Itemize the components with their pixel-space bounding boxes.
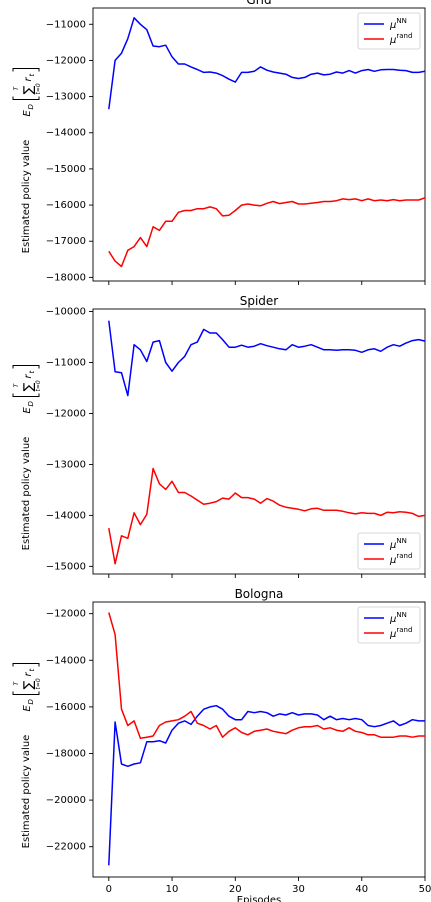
y-tick-label: −12000 bbox=[46, 408, 86, 419]
sum-symbol: ∑ bbox=[22, 86, 37, 95]
series-line-mu-rand bbox=[108, 612, 425, 740]
legend-box bbox=[357, 532, 421, 570]
sum-upper-limit: T bbox=[13, 681, 20, 686]
x-axis-label: Episodes bbox=[237, 895, 281, 902]
right-bracket bbox=[12, 68, 40, 72]
right-bracket bbox=[12, 365, 40, 369]
y-tick-label: −12000 bbox=[46, 55, 86, 66]
sum-lower-limit: t=0 bbox=[35, 678, 42, 689]
y-tick-label: −11000 bbox=[46, 358, 86, 369]
y-tick-label: −20000 bbox=[46, 795, 86, 806]
legend-entry: μrand bbox=[389, 552, 412, 566]
chart-title: Grid bbox=[246, 0, 271, 7]
x-tick-label: 10 bbox=[166, 884, 179, 895]
y-tick-label: −14000 bbox=[46, 128, 86, 139]
plot-frame bbox=[92, 308, 426, 575]
series-line-mu-rand bbox=[108, 197, 426, 268]
y-tick-label: −12000 bbox=[46, 609, 86, 620]
plot-frame bbox=[92, 601, 426, 878]
expectation-symbol: E bbox=[22, 705, 33, 712]
expectation-symbol: E bbox=[22, 407, 33, 414]
left-bracket bbox=[12, 691, 40, 695]
right-bracket bbox=[12, 663, 40, 667]
reward-symbol: r bbox=[23, 374, 34, 379]
expectation-subscript: D bbox=[27, 104, 35, 110]
y-axis-label-text: Estimated policy value bbox=[21, 140, 32, 254]
sum-symbol: ∑ bbox=[22, 681, 37, 690]
y-axis-label: Estimated policy value ED T ∑t=0rt bbox=[12, 365, 42, 551]
y-axis-label-text: Estimated policy value bbox=[21, 437, 32, 551]
left-bracket bbox=[12, 393, 40, 397]
legend-entry: μNN bbox=[389, 537, 407, 551]
sum-lower-limit: t=0 bbox=[35, 380, 42, 391]
y-tick-label: −14000 bbox=[46, 510, 86, 521]
sum-upper-limit: T bbox=[13, 86, 20, 91]
y-axis-label-text: Estimated policy value bbox=[21, 735, 32, 849]
x-tick-label: 50 bbox=[419, 884, 431, 895]
x-tick-label: 20 bbox=[229, 884, 242, 895]
y-tick-label: −10000 bbox=[46, 307, 86, 318]
plot-frame bbox=[92, 7, 426, 282]
reward-symbol: r bbox=[23, 77, 34, 82]
bologna-chart-panel: Bologna −22000 −20000 −18000 −16000 −14000 −12… bbox=[12, 587, 431, 902]
left-bracket bbox=[12, 96, 40, 100]
y-tick-label: −15000 bbox=[46, 561, 86, 572]
expectation-symbol: E bbox=[22, 110, 33, 117]
reward-subscript: t bbox=[28, 371, 36, 374]
y-tick-label: −16000 bbox=[46, 702, 86, 713]
y-tick-label: −15000 bbox=[46, 164, 86, 175]
legend-entry: μNN bbox=[389, 611, 407, 625]
legend-entry: μrand bbox=[389, 32, 412, 46]
legend-entry: μNN bbox=[389, 17, 407, 31]
y-axis-label: Estimated policy value ED T ∑t=0rt bbox=[12, 663, 42, 849]
x-tick-label: 40 bbox=[355, 884, 368, 895]
sum-symbol: ∑ bbox=[22, 383, 37, 392]
x-tick-label: 30 bbox=[292, 884, 305, 895]
y-tick-label: −17000 bbox=[46, 236, 86, 247]
legend-box bbox=[357, 606, 421, 644]
legend-box bbox=[357, 12, 421, 50]
sum-lower-limit: t=0 bbox=[35, 83, 42, 94]
spider-chart-panel: Spider −15000 −14000 −13000 −12000 −11000 −100… bbox=[12, 294, 426, 578]
y-tick-label: −22000 bbox=[46, 842, 86, 853]
y-tick-label: −16000 bbox=[46, 200, 86, 211]
series-line-mu-rand bbox=[108, 467, 426, 565]
y-tick-label: −14000 bbox=[46, 655, 86, 666]
y-tick-label: −13000 bbox=[46, 459, 86, 470]
series-line-mu-nn bbox=[108, 320, 426, 397]
y-tick-label: −18000 bbox=[46, 272, 86, 283]
reward-subscript: t bbox=[28, 669, 36, 672]
series-line-mu-nn bbox=[108, 704, 425, 866]
y-tick-label: −11000 bbox=[46, 19, 86, 30]
sum-upper-limit: T bbox=[13, 383, 20, 388]
reward-subscript: t bbox=[28, 74, 36, 77]
legend-entry: μrand bbox=[389, 626, 412, 640]
series-line-mu-nn bbox=[108, 17, 426, 110]
chart-title: Bologna bbox=[235, 587, 284, 601]
expectation-subscript: D bbox=[27, 401, 35, 407]
reward-symbol: r bbox=[23, 672, 34, 677]
y-tick-label: −18000 bbox=[46, 748, 86, 759]
grid-chart-panel: Grid −18000 −17000 −16000 −15000 −14000 −13000… bbox=[12, 0, 426, 285]
chart-title: Spider bbox=[240, 294, 279, 308]
x-tick-label: 0 bbox=[106, 884, 112, 895]
expectation-subscript: D bbox=[27, 699, 35, 705]
y-tick-label: −13000 bbox=[46, 92, 86, 103]
y-axis-label: Estimated policy value ED T ∑t=0rt bbox=[12, 68, 42, 254]
